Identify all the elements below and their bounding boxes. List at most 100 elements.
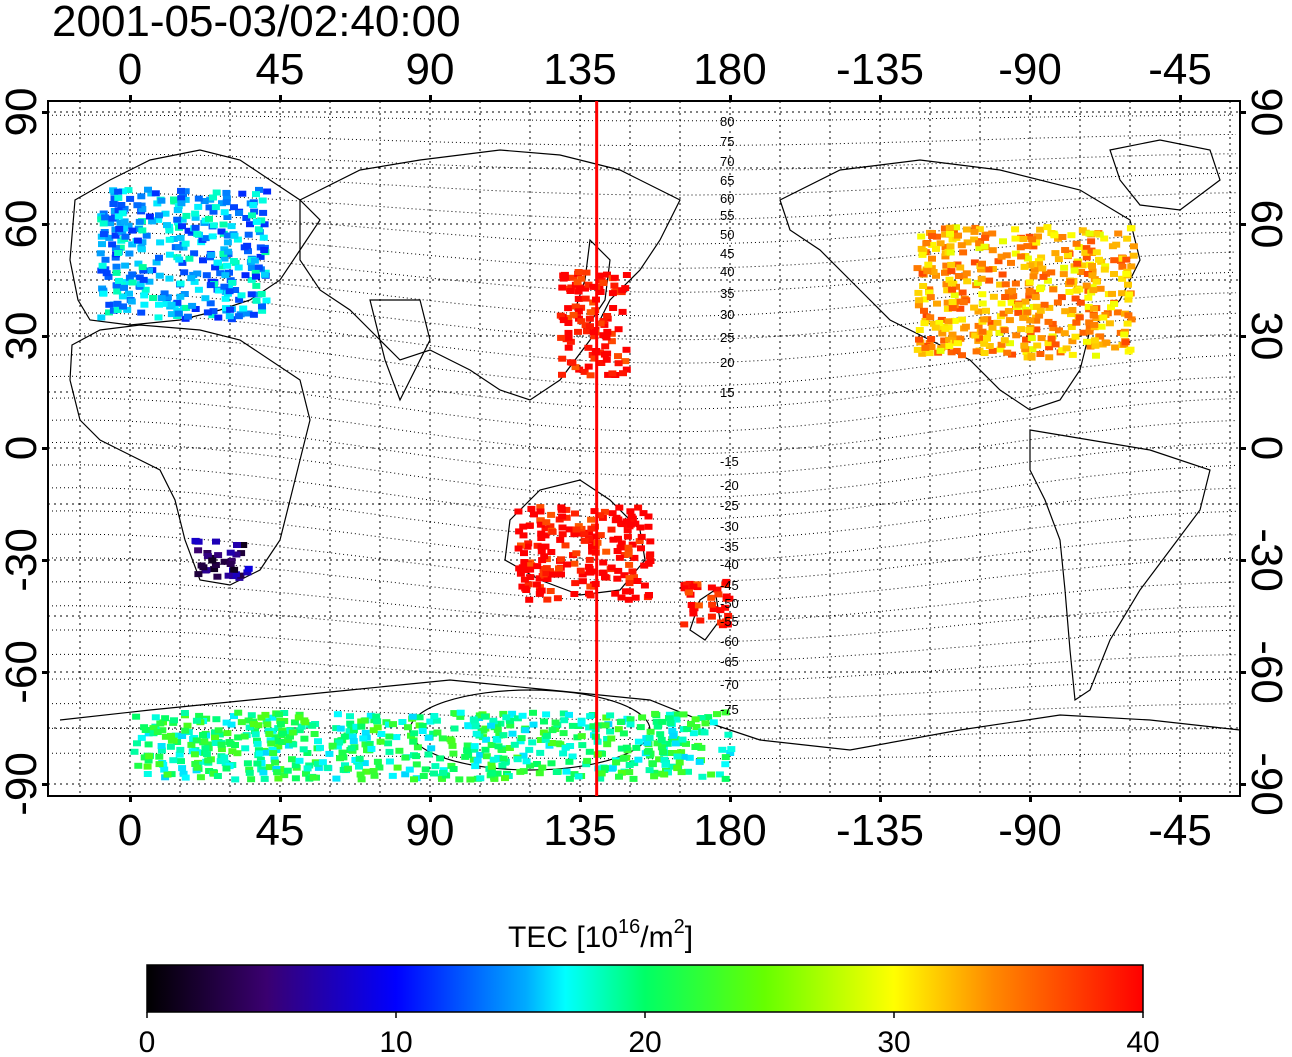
tec-cell [660,757,669,763]
tec-cell [1105,320,1114,327]
tec-cell [1087,238,1096,245]
contour-label-north: 30 [720,307,734,322]
tec-cell [1060,264,1069,271]
tec-cell [709,719,718,726]
tec-cell [580,368,589,375]
tec-cell [683,581,692,588]
tec-cell [621,358,630,365]
tec-cell [1126,346,1135,353]
tec-cell [426,718,435,725]
tec-cell [606,712,615,719]
tec-cell [249,721,258,728]
tec-cell [721,775,730,782]
tec-cell [148,218,157,225]
tec-cell [936,240,945,247]
tec-cell [268,746,277,753]
tec-cell [975,240,984,247]
tec-cell [614,353,622,360]
tec-cell [941,231,950,238]
left-lat-label: -60 [0,640,46,704]
tec-cell [631,594,640,601]
tec-cell [650,769,659,776]
tec-cell [1040,301,1049,308]
tec-cell [520,550,528,557]
tec-cell [620,572,629,579]
tec-cell [187,275,196,282]
tec-cell [176,234,185,241]
tec-cell [369,768,378,774]
tec-cell [99,220,108,227]
tec-cell [981,234,990,241]
tec-cell [622,744,631,751]
tec-cell [364,742,373,749]
tec-cell [657,744,666,751]
tec-cell [921,344,930,351]
tec-cell [513,756,522,763]
tec-cell [721,754,730,761]
tec-cell [211,562,220,568]
tec-cell [271,734,280,741]
tec-cell [360,717,369,724]
tec-cell [1060,330,1069,337]
bottom-tick [1179,796,1182,802]
tec-cell [135,218,144,225]
tec-cell [1020,263,1029,270]
tec-cell [532,581,541,588]
tec-cell [573,734,582,741]
tec-cell [987,320,996,326]
tec-cell [193,270,202,277]
tec-cell [590,333,599,340]
tec-cell [561,542,570,549]
tec-cell [1082,245,1091,252]
tec-cell [1026,317,1035,324]
tec-cell [355,755,364,762]
tec-cell [617,540,626,547]
tec-cell [367,745,376,752]
tec-cell [646,728,655,735]
tec-cell [564,334,573,341]
right-lat-label: 30 [1242,312,1291,361]
tec-cell [933,300,941,307]
tec-cell [570,531,579,538]
tec-cell [224,248,233,255]
tec-cell [685,589,693,596]
tec-cell [549,571,557,578]
tec-cell [493,726,502,733]
tec-cell [946,243,955,250]
tec-cell [163,294,172,301]
tec-cell [1090,321,1099,328]
tec-cell [584,563,593,570]
tec-cell [385,758,394,765]
tec-cell [241,745,250,752]
tec-cell [518,712,527,719]
tec-cell [99,287,108,294]
tec-cell [588,543,596,550]
tec-cell [948,331,957,338]
tec-cell [218,200,226,207]
tec-cell [645,553,654,560]
tec-observation-cells [96,186,1138,783]
tec-cell [984,330,993,337]
tec-cell [1025,287,1034,294]
tec-cell [707,771,716,778]
tec-cell [559,317,568,324]
tec-cell [624,544,633,551]
tec-cell [585,535,593,542]
tec-cell [597,360,606,366]
tec-cell [226,549,235,556]
tec-cell [490,775,499,782]
tec-cell [623,533,632,540]
tec-cell [650,773,659,780]
tec-cell [543,596,552,603]
tec-cell [1078,262,1087,269]
tec-cell [635,538,644,545]
bottom-lon-label: 0 [118,806,142,855]
tec-cell [586,583,595,590]
tec-cell [194,195,203,202]
tec-cell [114,250,123,256]
right-tick [1240,671,1246,674]
tec-cell [250,208,259,215]
tec-cell [691,716,700,723]
tec-cell [421,766,430,773]
tec-cell [415,714,424,721]
